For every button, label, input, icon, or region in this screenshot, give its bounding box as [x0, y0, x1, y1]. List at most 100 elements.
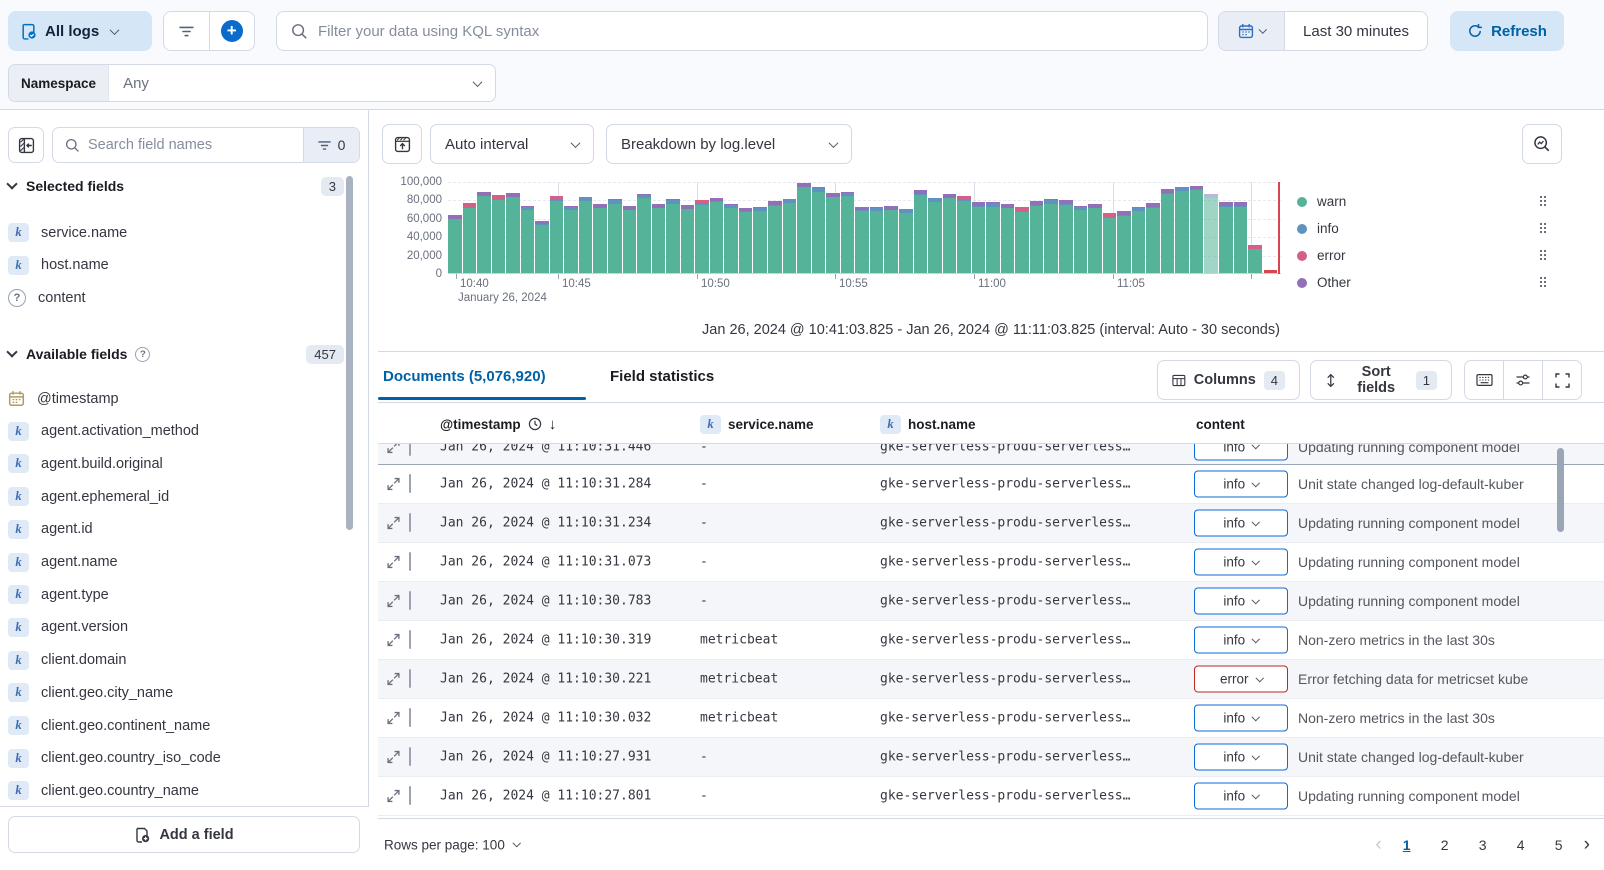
field-item[interactable]: kagent.name: [8, 546, 338, 579]
field-item[interactable]: kclient.geo.city_name: [8, 676, 338, 709]
histogram-bar[interactable]: [1088, 204, 1102, 273]
histogram-bar[interactable]: [957, 196, 971, 273]
table-row[interactable]: Jan 26, 2024 @ 11:10:30.319metricbeatgke…: [378, 621, 1604, 660]
previous-page-button[interactable]: ‹: [1375, 835, 1381, 854]
log-level-badge[interactable]: info: [1194, 783, 1288, 810]
histogram-bar[interactable]: [506, 193, 520, 273]
histogram-bar[interactable]: [710, 198, 724, 273]
expand-row-icon[interactable]: [387, 517, 400, 530]
legend-actions-icon[interactable]: [1540, 277, 1542, 279]
histogram-bar[interactable]: [826, 193, 840, 273]
row-checkbox[interactable]: [409, 552, 411, 571]
row-checkbox[interactable]: [409, 747, 411, 766]
row-checkbox[interactable]: [409, 630, 411, 649]
histogram-bar[interactable]: [521, 206, 535, 273]
sidebar-scrollbar[interactable]: [346, 176, 353, 530]
legend-item-warn[interactable]: warn: [1297, 188, 1351, 215]
field-item[interactable]: kclient.geo.continent_name: [8, 709, 338, 742]
histogram-bar[interactable]: [623, 206, 637, 273]
histogram-bar[interactable]: [739, 208, 753, 273]
expand-row-icon[interactable]: [387, 444, 400, 453]
histogram-bar[interactable]: [724, 204, 738, 273]
row-checkbox[interactable]: [409, 708, 411, 727]
row-checkbox[interactable]: [409, 669, 411, 688]
column-header-timestamp[interactable]: @timestamp ↓: [440, 404, 556, 444]
dataview-picker-button[interactable]: All logs: [8, 11, 152, 51]
histogram-bar[interactable]: [1204, 194, 1218, 273]
histogram-bar[interactable]: [783, 199, 797, 274]
log-level-badge[interactable]: error: [1194, 666, 1288, 693]
log-level-badge[interactable]: info: [1194, 744, 1288, 771]
field-item[interactable]: kagent.id: [8, 513, 338, 546]
table-row[interactable]: Jan 26, 2024 @ 11:10:31.446-gke-serverle…: [378, 444, 1604, 465]
histogram-bar[interactable]: [986, 202, 1000, 273]
table-row[interactable]: Jan 26, 2024 @ 11:10:27.801-gke-serverle…: [378, 777, 1604, 816]
selected-fields-header[interactable]: Selected fields 3: [8, 174, 344, 198]
histogram-bar[interactable]: [1117, 211, 1131, 273]
histogram-bar[interactable]: [1146, 203, 1160, 273]
add-filter-button[interactable]: +: [209, 12, 255, 50]
expand-row-icon[interactable]: [387, 751, 400, 764]
expand-row-icon[interactable]: [387, 478, 400, 491]
histogram-bar[interactable]: [492, 195, 506, 273]
histogram-bar[interactable]: [695, 200, 709, 273]
sort-fields-button[interactable]: Sort fields 1: [1310, 360, 1452, 400]
field-item[interactable]: kclient.geo.country_name: [8, 774, 338, 806]
histogram-bar[interactable]: [608, 199, 622, 273]
log-level-badge[interactable]: info: [1194, 627, 1288, 654]
filter-icon-button[interactable]: [164, 12, 209, 50]
expand-row-icon[interactable]: [387, 673, 400, 686]
histogram-bar[interactable]: [1001, 204, 1015, 273]
table-row[interactable]: Jan 26, 2024 @ 11:10:27.931-gke-serverle…: [378, 738, 1604, 777]
field-item[interactable]: kagent.activation_method: [8, 415, 338, 448]
legend-actions-icon[interactable]: [1540, 250, 1542, 252]
breakdown-select[interactable]: Breakdown by log.level: [606, 124, 852, 164]
histogram-bar[interactable]: [593, 204, 607, 273]
histogram-bar[interactable]: [564, 206, 578, 273]
field-item[interactable]: kagent.ephemeral_id: [8, 480, 338, 513]
histogram-bar[interactable]: [855, 207, 869, 273]
columns-button[interactable]: Columns 4: [1157, 360, 1300, 400]
display-options-button[interactable]: [1503, 361, 1542, 399]
field-item[interactable]: kagent.type: [8, 578, 338, 611]
table-row[interactable]: Jan 26, 2024 @ 11:10:31.284-gke-serverle…: [378, 465, 1604, 504]
histogram-bar[interactable]: [972, 202, 986, 273]
add-field-button[interactable]: Add a field: [8, 816, 360, 853]
field-item[interactable]: kagent.build.original: [8, 447, 338, 480]
histogram-bar[interactable]: [899, 209, 913, 273]
histogram-bar[interactable]: [753, 207, 767, 273]
legend-item-other[interactable]: Other: [1297, 269, 1351, 296]
histogram-bar[interactable]: [812, 187, 826, 273]
table-row[interactable]: Jan 26, 2024 @ 11:10:31.073-gke-serverle…: [378, 543, 1604, 582]
histogram-bar[interactable]: [550, 196, 564, 273]
grid-scrollbar[interactable]: [1557, 448, 1564, 532]
histogram-bar[interactable]: [637, 194, 651, 273]
field-item[interactable]: kservice.name: [8, 216, 338, 249]
field-item[interactable]: @timestamp: [8, 382, 338, 415]
fullscreen-button[interactable]: [1542, 361, 1581, 399]
histogram-bar[interactable]: [1030, 201, 1044, 273]
histogram-bar[interactable]: [1044, 199, 1058, 273]
histogram-bar[interactable]: [1248, 245, 1262, 274]
histogram-bar[interactable]: [943, 194, 957, 273]
histogram-plot[interactable]: [448, 182, 1281, 274]
histogram-bar[interactable]: [870, 207, 884, 273]
legend-actions-icon[interactable]: [1540, 196, 1542, 198]
histogram-bar[interactable]: [463, 203, 477, 273]
log-level-badge[interactable]: info: [1194, 705, 1288, 732]
page-number-4[interactable]: 4: [1508, 832, 1534, 858]
refresh-button[interactable]: Refresh: [1450, 11, 1564, 51]
histogram-bar[interactable]: [681, 205, 695, 273]
histogram-bar[interactable]: [797, 183, 811, 273]
histogram-bar[interactable]: [768, 201, 782, 273]
page-number-1[interactable]: 1: [1394, 832, 1420, 858]
field-item[interactable]: ?content: [8, 281, 338, 314]
log-level-badge[interactable]: info: [1194, 471, 1288, 498]
page-number-5[interactable]: 5: [1546, 832, 1572, 858]
histogram-bar[interactable]: [535, 221, 549, 273]
row-checkbox[interactable]: [409, 513, 411, 532]
histogram-bar[interactable]: [1103, 213, 1117, 273]
rows-per-page-button[interactable]: Rows per page: 100: [384, 837, 519, 852]
next-page-button[interactable]: ›: [1584, 835, 1590, 854]
log-level-badge[interactable]: info: [1194, 588, 1288, 615]
